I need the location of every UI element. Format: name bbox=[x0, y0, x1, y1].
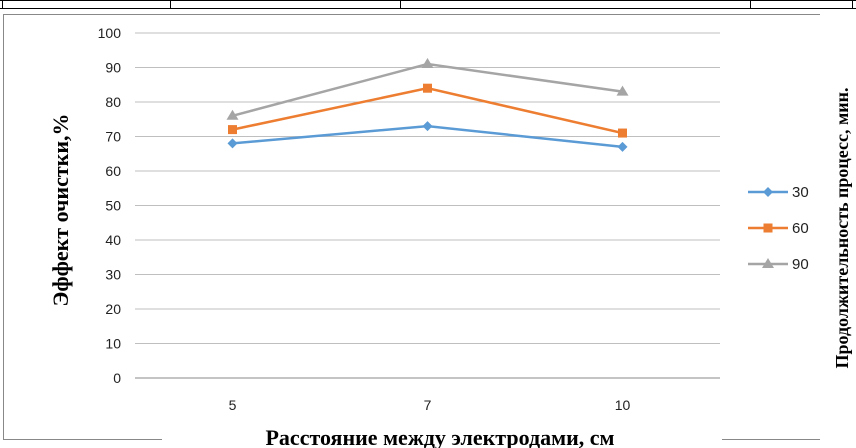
x-axis-ticks: 5 7 10 bbox=[229, 397, 631, 413]
y-tick-label: 100 bbox=[98, 25, 122, 41]
grid-lines bbox=[135, 32, 720, 379]
data-point bbox=[616, 85, 629, 96]
legend-item-30: 30 bbox=[748, 184, 809, 201]
data-point bbox=[421, 58, 434, 69]
data-point bbox=[617, 141, 628, 152]
x-tick-label: 10 bbox=[615, 397, 631, 413]
data-point bbox=[422, 121, 433, 132]
legend-item-90: 90 bbox=[748, 256, 809, 273]
series-60 bbox=[228, 83, 627, 138]
y-tick-label: 20 bbox=[105, 301, 121, 317]
data-point bbox=[227, 138, 238, 149]
legend-marker bbox=[763, 223, 773, 233]
x-tick-label: 7 bbox=[424, 397, 432, 413]
legend-marker bbox=[763, 187, 773, 197]
y-tick-label: 50 bbox=[105, 198, 121, 214]
legend-item-60: 60 bbox=[748, 220, 809, 237]
series-lines bbox=[226, 58, 629, 152]
data-point bbox=[618, 128, 627, 138]
table-fragment bbox=[0, 0, 856, 9]
y-axis-ticks: 0 10 20 30 40 50 60 70 80 90 100 bbox=[98, 25, 122, 386]
legend-title: Продолжительность процесс, мин. bbox=[832, 88, 852, 369]
x-tick-label: 5 bbox=[229, 397, 237, 413]
y-tick-label: 60 bbox=[105, 163, 121, 179]
data-point bbox=[423, 83, 432, 93]
y-tick-label: 10 bbox=[105, 336, 121, 352]
legend: 30 60 90 bbox=[748, 184, 809, 273]
legend-label: 30 bbox=[792, 184, 809, 201]
y-tick-label: 70 bbox=[105, 129, 121, 145]
y-tick-label: 0 bbox=[113, 370, 121, 386]
series-30 bbox=[227, 121, 628, 152]
y-tick-label: 90 bbox=[105, 60, 121, 76]
x-axis-title: Расстояние между электродами, см bbox=[265, 425, 614, 448]
data-point bbox=[228, 125, 237, 135]
y-tick-label: 40 bbox=[105, 232, 121, 248]
legend-marker bbox=[762, 258, 774, 268]
series-90 bbox=[226, 58, 629, 120]
legend-label: 60 bbox=[792, 220, 809, 237]
y-tick-label: 80 bbox=[105, 94, 121, 110]
legend-label: 90 bbox=[792, 256, 809, 273]
chart-frame bbox=[3, 14, 820, 440]
y-axis-title: Эффект очистки,% bbox=[48, 113, 73, 306]
data-point bbox=[226, 109, 239, 120]
y-tick-label: 30 bbox=[105, 267, 121, 283]
